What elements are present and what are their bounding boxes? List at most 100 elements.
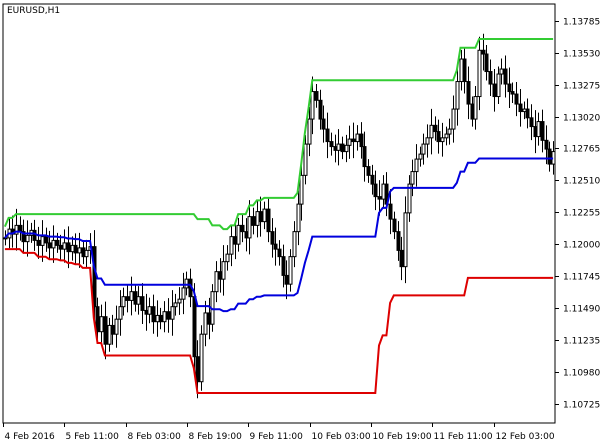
x-tick-label: 9 Feb 11:00: [250, 432, 304, 442]
candle: [184, 271, 189, 296]
candle: [40, 220, 45, 262]
candle: [440, 122, 445, 157]
candle: [118, 290, 123, 336]
candle: [536, 112, 541, 146]
candle: [284, 260, 289, 300]
candle: [262, 201, 267, 230]
candle: [433, 116, 438, 141]
candle: [103, 301, 108, 360]
x-tick-label: 8 Feb 19:00: [189, 432, 243, 442]
candle: [296, 190, 301, 246]
candle: [221, 245, 226, 296]
candle: [203, 300, 208, 347]
candle: [388, 189, 393, 235]
candle: [314, 84, 319, 108]
candle: [66, 226, 71, 269]
candle: [321, 105, 326, 143]
candle: [99, 304, 104, 344]
candle: [121, 287, 126, 316]
candle: [347, 125, 352, 159]
candle: [492, 69, 497, 112]
candle: [114, 305, 119, 348]
candle: [47, 230, 52, 260]
candle: [529, 104, 534, 141]
chart-title: EURUSD,H1: [7, 6, 60, 16]
candle: [129, 276, 134, 316]
candle: [366, 159, 371, 183]
candle: [199, 325, 204, 391]
candle: [236, 217, 241, 252]
y-tick-label: 1.13275: [563, 82, 600, 92]
y-tick-label: 1.13530: [563, 50, 600, 60]
candle: [518, 89, 523, 127]
candle: [514, 82, 519, 117]
candle: [281, 244, 286, 288]
candle: [373, 170, 378, 211]
candle: [429, 108, 434, 155]
lower-channel-line: [4, 248, 554, 394]
candle: [503, 55, 508, 98]
candle: [136, 286, 141, 315]
candle: [525, 98, 530, 129]
candle: [540, 109, 545, 153]
candle: [407, 175, 412, 222]
candle: [62, 229, 67, 263]
candle: [384, 172, 389, 217]
candle: [447, 118, 452, 145]
candle: [418, 146, 423, 167]
candle: [410, 159, 415, 197]
y-tick-label: 1.13785: [563, 18, 600, 28]
candle: [229, 224, 234, 267]
x-tick-label: 10 Feb 19:00: [373, 432, 432, 442]
y-tick-label: 1.12255: [563, 209, 600, 219]
candle: [158, 307, 163, 330]
candle: [173, 293, 178, 316]
y-tick-label: 1.11490: [563, 305, 600, 315]
candle: [240, 214, 245, 243]
candle: [488, 59, 493, 97]
y-tick-label: 1.12765: [563, 145, 600, 155]
candle: [277, 240, 282, 266]
candle: [425, 124, 430, 158]
candle: [484, 45, 489, 81]
plot-frame: [2, 3, 556, 424]
candle: [547, 141, 552, 172]
candle: [507, 67, 512, 109]
candle: [32, 219, 37, 251]
y-tick-label: 1.10725: [563, 401, 600, 411]
candle: [14, 208, 19, 251]
y-tick-label: 1.11745: [563, 273, 600, 283]
candle: [125, 284, 130, 313]
candle: [307, 107, 312, 157]
candle: [336, 129, 341, 166]
candle: [266, 198, 271, 243]
candle: [466, 66, 471, 120]
x-tick-label: 4 Feb 2016: [5, 432, 56, 442]
price-channel-lines: [3, 38, 554, 394]
candle: [170, 290, 175, 336]
candle: [95, 297, 100, 341]
candle: [270, 218, 275, 258]
candle: [247, 200, 252, 255]
candle: [251, 207, 256, 235]
candle: [462, 47, 467, 94]
candle: [455, 65, 460, 126]
candle: [377, 180, 382, 216]
candle: [362, 131, 367, 182]
candle: [355, 125, 360, 151]
candle: [477, 36, 482, 111]
y-tick-label: 1.11235: [563, 337, 600, 347]
candle: [396, 221, 401, 261]
candle: [58, 234, 63, 260]
candle: [147, 297, 152, 324]
candle: [351, 122, 356, 159]
x-tick-label: 11 Feb 11:00: [434, 432, 493, 442]
candle: [340, 136, 345, 160]
candle: [107, 317, 112, 352]
y-tick-label: 1.13020: [563, 114, 600, 124]
candle: [344, 134, 349, 163]
candle: [162, 301, 167, 333]
candle: [21, 219, 26, 254]
candle: [84, 239, 89, 268]
candle: [36, 226, 41, 259]
